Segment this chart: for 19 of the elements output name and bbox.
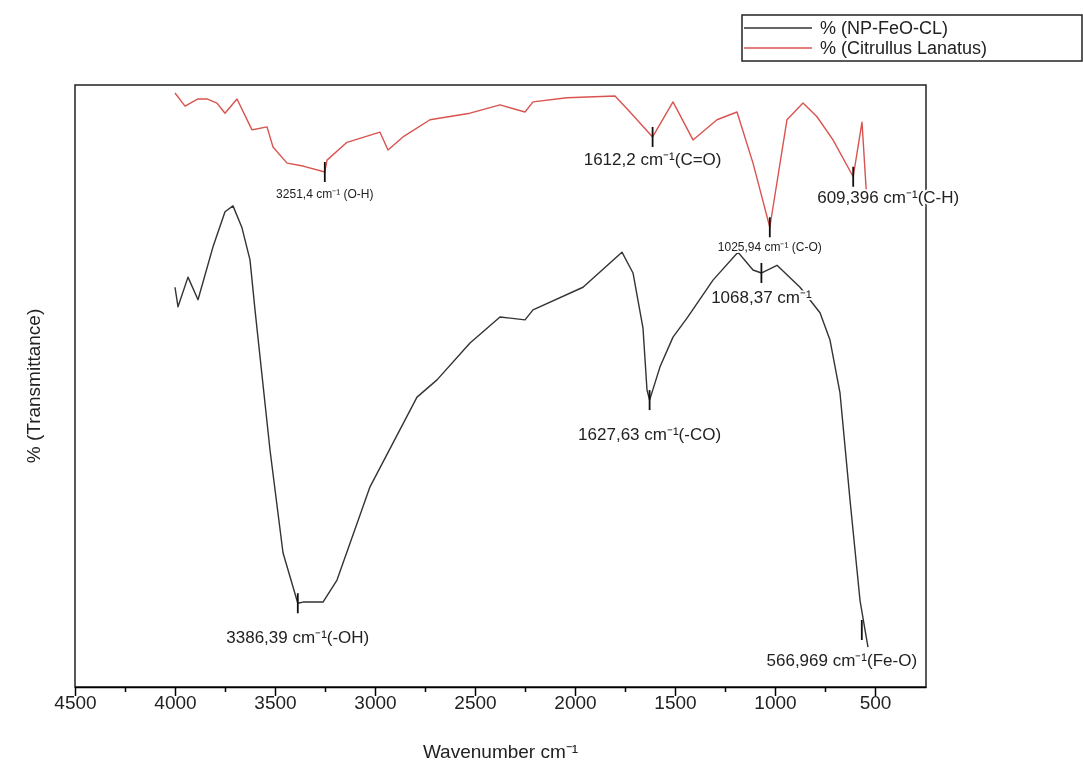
x-tick-label: 2000 [554, 692, 597, 714]
annotation: 1627,63 cm⁻¹(-CO) [578, 425, 722, 445]
x-tick-label: 2500 [454, 692, 497, 714]
x-tick-label: 1000 [754, 692, 797, 714]
x-tick-label: 3500 [254, 692, 297, 714]
x-tick-label: 500 [859, 692, 892, 714]
legend-label: % (NP-FeO-CL) [820, 18, 949, 38]
y-axis-title: % (Transmittance) [23, 308, 44, 464]
legend-label: % (Citrullus Lanatus) [820, 38, 988, 58]
x-tick-label: 4000 [154, 692, 197, 714]
annotation: 3251,4 cm⁻¹ (O-H) [276, 187, 374, 201]
annotation: 3386,39 cm⁻¹(-OH) [226, 628, 370, 648]
x-tick-label: 3000 [354, 692, 397, 714]
annotation: 1025,94 cm⁻¹ (C-O) [717, 240, 822, 255]
annotation: 566,969 cm⁻¹(Fe-O) [766, 650, 918, 670]
x-tick-label: 4500 [54, 692, 97, 714]
annotation: 1612,2 cm⁻¹(C=O) [583, 149, 722, 169]
x-tick-label: 1500 [654, 692, 697, 714]
x-axis-title: Wavenumber cm⁻¹ [422, 741, 579, 762]
